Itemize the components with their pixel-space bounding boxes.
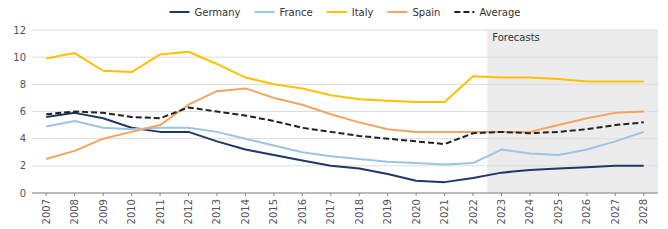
legend-label: Spain bbox=[412, 7, 440, 18]
legend-item: France bbox=[254, 7, 312, 18]
series-line bbox=[46, 52, 644, 102]
series-line bbox=[46, 88, 644, 159]
lines bbox=[46, 52, 644, 182]
x-tick bbox=[302, 193, 303, 196]
legend-swatch bbox=[387, 11, 407, 13]
x-tick bbox=[188, 193, 189, 196]
x-tick bbox=[558, 193, 559, 196]
legend-label: Italy bbox=[352, 7, 374, 18]
x-tick bbox=[160, 193, 161, 196]
x-tick bbox=[473, 193, 474, 196]
x-tick bbox=[615, 193, 616, 196]
x-tick-label: 2009 bbox=[98, 199, 109, 224]
x-tick-label: 2018 bbox=[354, 199, 365, 224]
x-tick-label: 2013 bbox=[211, 199, 222, 224]
grid-line bbox=[32, 30, 658, 31]
x-tick-label: 2007 bbox=[41, 199, 52, 224]
x-tick-label: 2025 bbox=[553, 199, 564, 224]
x-tick-label: 2021 bbox=[439, 199, 450, 224]
x-tick bbox=[643, 193, 644, 196]
legend-item: Average bbox=[454, 7, 520, 18]
x-tick bbox=[216, 193, 217, 196]
x-tick bbox=[273, 193, 274, 196]
legend-swatch bbox=[170, 11, 190, 13]
x-tick-label: 2008 bbox=[69, 199, 80, 224]
series-line bbox=[46, 113, 644, 182]
x-tick-label: 2014 bbox=[240, 199, 251, 224]
grid-line bbox=[32, 165, 658, 166]
x-tick-label: 2022 bbox=[468, 199, 479, 224]
grid-line bbox=[32, 193, 658, 194]
x-tick bbox=[529, 193, 530, 196]
grid-line bbox=[32, 111, 658, 112]
grid-line bbox=[32, 57, 658, 58]
grid-line bbox=[32, 84, 658, 85]
x-axis: 2007 2008 2009 2010 2011 2012 2013 2014 2015 2016… bbox=[32, 193, 658, 224]
legend-label: Average bbox=[479, 7, 520, 18]
annotation-labels: Forecasts bbox=[492, 32, 540, 43]
x-tick-label: 2017 bbox=[325, 199, 336, 224]
chart: Forecasts0246810122007200820092010201120… bbox=[0, 0, 668, 229]
y-tick-label: 10 bbox=[13, 52, 26, 63]
x-tick-label: 2019 bbox=[382, 199, 393, 224]
x-tick bbox=[74, 193, 75, 196]
x-tick-label: 2016 bbox=[297, 199, 308, 224]
legend-label: Germany bbox=[195, 7, 241, 18]
x-tick bbox=[359, 193, 360, 196]
legend-swatch bbox=[327, 11, 347, 13]
series-line bbox=[46, 107, 644, 144]
x-tick-label: 2028 bbox=[638, 199, 649, 224]
x-tick bbox=[387, 193, 388, 196]
y-tick-label: 12 bbox=[13, 25, 26, 36]
series-line bbox=[46, 121, 644, 164]
legend-item: Spain bbox=[387, 7, 440, 18]
x-tick bbox=[416, 193, 417, 196]
grid-line bbox=[32, 138, 658, 139]
x-tick-label: 2026 bbox=[581, 199, 592, 224]
y-tick-label: 0 bbox=[20, 188, 26, 199]
legend: Germany France Italy Spain Average bbox=[170, 7, 521, 18]
x-tick-label: 2027 bbox=[610, 199, 621, 224]
annotation-label: Forecasts bbox=[492, 32, 540, 43]
y-tick-label: 4 bbox=[20, 133, 26, 144]
x-tick bbox=[46, 193, 47, 196]
x-axis-line bbox=[32, 193, 658, 194]
x-tick-label: 2020 bbox=[411, 199, 422, 224]
x-tick-label: 2015 bbox=[268, 199, 279, 224]
legend-item: Germany bbox=[170, 7, 241, 18]
y-axis: 0 2 4 6 8 10 12 bbox=[13, 25, 26, 199]
x-tick-label: 2012 bbox=[183, 199, 194, 224]
x-tick bbox=[245, 193, 246, 196]
y-tick-label: 2 bbox=[20, 160, 26, 171]
x-tick bbox=[501, 193, 502, 196]
legend-swatch bbox=[454, 11, 474, 13]
x-tick bbox=[444, 193, 445, 196]
x-tick-label: 2011 bbox=[155, 199, 166, 224]
x-tick bbox=[330, 193, 331, 196]
y-grid bbox=[32, 30, 658, 193]
legend-item: Italy bbox=[327, 7, 374, 18]
x-tick-label: 2024 bbox=[524, 199, 535, 224]
x-tick-label: 2023 bbox=[496, 199, 507, 224]
y-tick-label: 6 bbox=[20, 106, 26, 117]
legend-swatch bbox=[254, 11, 274, 13]
x-tick bbox=[586, 193, 587, 196]
x-tick bbox=[131, 193, 132, 196]
x-tick bbox=[103, 193, 104, 196]
y-tick-label: 8 bbox=[20, 79, 26, 90]
legend-label: France bbox=[279, 7, 312, 18]
x-tick-label: 2010 bbox=[126, 199, 137, 224]
